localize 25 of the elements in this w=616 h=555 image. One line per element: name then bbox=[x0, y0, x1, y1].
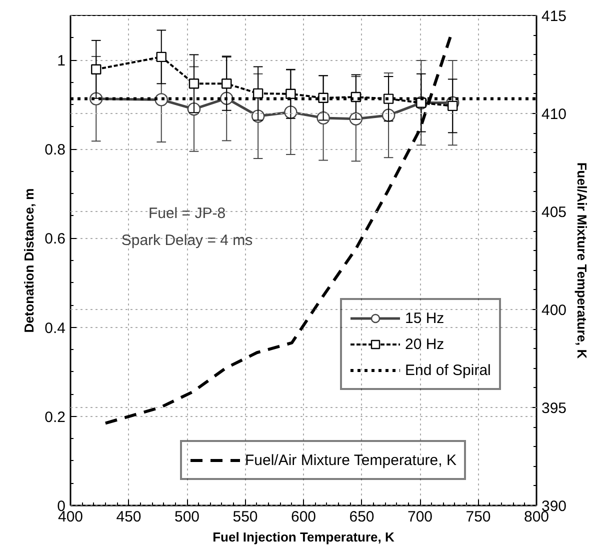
legend-label: Fuel/Air Mixture Temperature, K bbox=[245, 452, 456, 468]
x-tick-label: 550 bbox=[232, 508, 258, 526]
y2-axis-title: Fuel/Air Mixture Temperature, K bbox=[574, 162, 590, 360]
y-tick-label: 0.2 bbox=[44, 408, 66, 426]
legend-label: 15 Hz bbox=[405, 310, 444, 326]
y-tick-label: 0.8 bbox=[44, 142, 66, 159]
y2-tick-label: 405 bbox=[542, 204, 567, 221]
x-tick-label: 650 bbox=[349, 508, 374, 526]
legend-label: End of Spiral bbox=[405, 362, 491, 378]
y2-tick-label: 395 bbox=[542, 400, 567, 417]
x-tick-label: 500 bbox=[174, 508, 200, 526]
x-tick-label: 450 bbox=[116, 508, 142, 526]
x-tick-label: 700 bbox=[407, 508, 433, 526]
x-tick-label: 600 bbox=[290, 508, 316, 526]
y-axis-title: Detonation Distance, m bbox=[22, 188, 37, 333]
y-tick-label: 1 bbox=[57, 52, 66, 70]
y-tick-label: 0.4 bbox=[44, 320, 66, 337]
y-tick-label: 0.6 bbox=[44, 230, 66, 248]
annotation: Fuel = JP-8 Spark Delay = 4 ms bbox=[121, 205, 253, 249]
legend-label: 20 Hz bbox=[405, 336, 444, 352]
y2-tick-label: 410 bbox=[542, 106, 567, 123]
x-axis-title: Fuel Injection Temperature, K bbox=[212, 530, 396, 544]
y2-tick-label: 400 bbox=[542, 302, 567, 319]
x-tick-label: 750 bbox=[466, 508, 491, 526]
y2-tick-label: 415 bbox=[542, 8, 567, 25]
